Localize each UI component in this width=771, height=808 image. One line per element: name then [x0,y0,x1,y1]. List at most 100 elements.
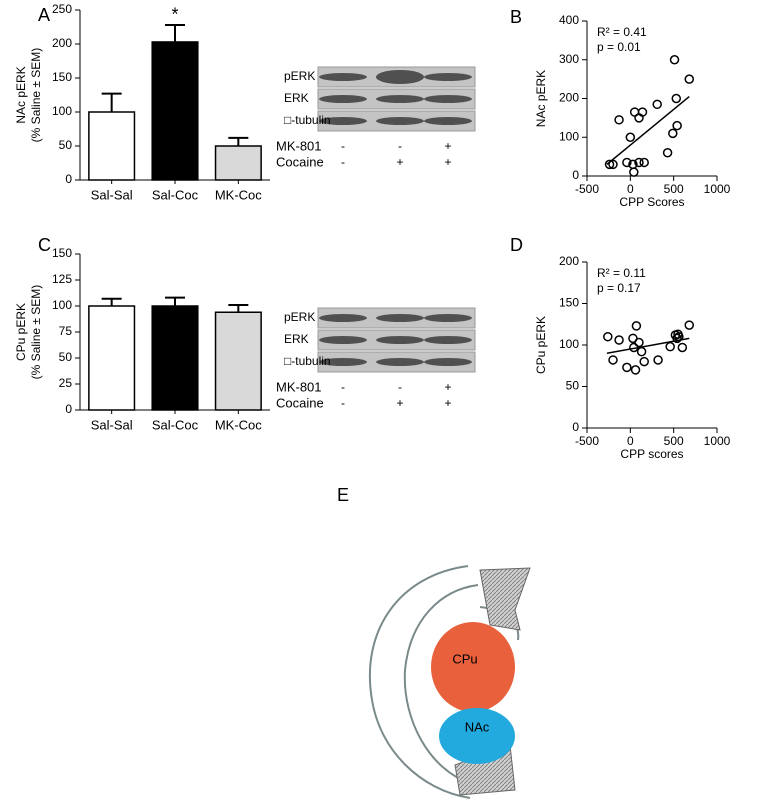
y-tick-label: 100 [559,337,579,351]
point [622,362,632,373]
point [674,331,684,342]
panel-label: A [38,5,50,25]
blot-row-label: pERK [284,310,315,324]
blot-band [319,358,367,366]
condition-label: MK-801 [276,379,322,394]
x-axis-label: CPP Scores [619,195,684,209]
fit-line [606,95,690,165]
y-tick-label: 100 [559,129,579,143]
y-axis-label: CPu pERK [534,316,548,374]
y-tick-label: 100 [52,298,72,312]
outline [403,584,479,784]
ventricle [479,567,531,631]
x-tick-label: MK-Coc [215,417,262,432]
bar [214,311,262,411]
point [630,365,641,375]
point [614,335,624,345]
y-tick-label: 125 [52,272,72,286]
blot-band [319,336,367,344]
x-tick-label: 500 [664,182,684,196]
condition-mark: - [398,380,402,394]
condition-mark: - [341,396,345,410]
blot-band [376,336,424,344]
point [636,346,647,357]
blot-band [376,117,424,125]
point [671,93,682,104]
x-tick-label: 0 [627,182,634,196]
y-tick-label: 50 [59,350,73,364]
x-tick-label: 0 [627,434,634,448]
y-tick-label: 300 [559,52,579,66]
point [634,157,644,168]
panel-label: B [510,7,522,27]
y-tick-label: 50 [566,379,580,393]
point [622,157,632,168]
y-tick-label: 400 [559,13,579,27]
blot-band [319,314,367,322]
point [684,320,695,330]
blot-band [319,95,367,103]
condition-mark: - [341,155,345,169]
point [625,132,636,142]
blot-row-label: □-tubulin [284,113,331,127]
condition-mark: + [396,396,403,410]
x-tick-label: Sal-Sal [91,187,133,202]
blot-band [424,314,472,322]
point [672,333,682,344]
x-tick-label: 500 [664,434,684,448]
point [629,342,639,353]
y-tick-label: 250 [52,2,72,16]
x-tick-label: Sal-Sal [91,417,133,432]
point [639,157,649,168]
blot-band [424,73,472,81]
point [629,167,639,177]
x-tick-label: 1000 [704,434,731,448]
blot-row-label: ERK [284,91,309,105]
condition-mark: + [444,380,451,394]
annotation: p = 0.01 [597,40,641,54]
point [672,120,682,131]
condition-mark: + [396,155,403,169]
point [608,159,618,170]
panel-label: C [38,235,51,255]
annotation: R² = 0.11 [597,266,646,280]
blot-band [319,117,367,125]
brain-diagram: E CPu NAc [337,485,531,799]
condition-label: Cocaine [276,154,324,169]
region-label: CPu [452,651,477,666]
blot-band [424,95,472,103]
blot-row-label: pERK [284,69,315,83]
blot-band [424,117,472,125]
bar [151,41,199,181]
condition-mark: + [444,139,451,153]
point [634,337,644,348]
annotation: p = 0.17 [597,281,641,295]
point [631,321,642,331]
y-tick-label: 0 [572,420,579,434]
point [668,128,678,139]
region-label: NAc [465,719,490,734]
panel-label: E [337,485,349,505]
point [669,55,680,65]
x-tick-label: -500 [575,182,599,196]
blot-band [424,336,472,344]
y-tick-label: 150 [52,246,72,260]
condition-mark: + [444,155,451,169]
y-tick-label: 200 [559,91,579,105]
condition-mark: - [341,380,345,394]
y-tick-label: 100 [52,104,72,118]
outline [368,565,471,799]
y-tick-label: 0 [65,402,72,416]
annotation: R² = 0.41 [597,25,647,39]
condition-mark: - [398,139,402,153]
x-axis-label: CPP scores [620,447,683,461]
x-tick-label: 1000 [704,182,731,196]
blot-band [319,73,367,81]
y-tick-label: 75 [59,324,73,338]
y-axis-label: (% Saline ± SEM) [29,285,43,380]
condition-mark: + [444,396,451,410]
blot-band [376,358,424,366]
point [684,74,695,84]
